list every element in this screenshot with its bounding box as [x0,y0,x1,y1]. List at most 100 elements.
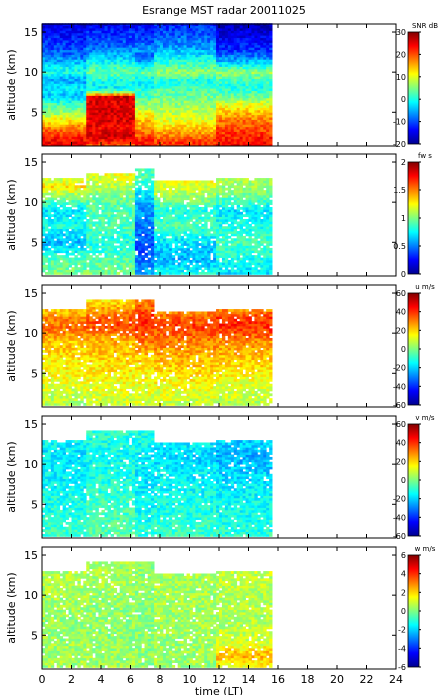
heatmap-cell [101,192,105,196]
heatmap-cell [147,76,152,79]
heatmap-cell [213,114,217,118]
heatmap-cell [233,23,238,27]
heatmap-cell [134,138,139,142]
heatmap-cell [42,44,46,48]
heatmap-cell [86,68,90,72]
heatmap-cell [134,131,139,135]
heatmap-cell [125,59,130,63]
heatmap-cell [138,61,142,65]
heatmap-cell [98,141,102,144]
heatmap-cell [62,49,66,53]
heatmap-cell [150,124,155,128]
heatmap-cell [213,47,217,51]
heatmap-cell [168,90,173,94]
heatmap-cell [62,216,66,220]
heatmap-cell [213,121,217,125]
heatmap-cell [269,129,273,132]
heatmap-cell [71,252,75,256]
heatmap-cell [104,190,108,193]
heatmap-cell [71,90,75,94]
heatmap-cell [224,56,229,60]
heatmap-cell [74,269,78,273]
heatmap-cell [227,141,232,144]
heatmap-cell [138,32,142,36]
heatmap-cell [128,124,133,128]
heatmap-cell [224,143,229,147]
heatmap-cell [62,133,66,137]
heatmap-cell [221,88,226,92]
heatmap-cell [113,88,118,92]
heatmap-cell [92,68,96,72]
heatmap-cell [174,138,179,142]
heatmap-cell [101,95,105,99]
heatmap-cell [104,66,108,70]
heatmap-cell [50,143,55,147]
heatmap-cell [50,49,55,53]
heatmap-cell [134,107,139,111]
heatmap-cell [71,121,75,125]
heatmap-cell [157,105,161,108]
heatmap-cell [219,40,223,43]
heatmap-cell [62,250,66,254]
heatmap-cell [213,44,217,48]
heatmap-cell [216,40,220,43]
heatmap-cell [42,209,46,213]
heatmap-cell [68,88,72,92]
heatmap-cell [160,126,164,130]
heatmap-cell [80,102,84,106]
heatmap-cell [68,178,72,181]
heatmap-cell [141,121,145,125]
heatmap-cell [95,233,99,237]
heatmap-cell [180,40,184,43]
heatmap-cell [162,141,167,144]
heatmap-cell [147,143,152,147]
heatmap-cell [68,121,72,125]
heatmap-cell [233,44,238,48]
heatmap-cell [68,49,72,53]
heatmap-cell [204,44,208,48]
heatmap-cell [89,85,93,89]
heatmap-cell [53,119,58,123]
heatmap-cell [242,88,246,92]
heatmap-cell [141,124,145,128]
heatmap-cell [174,80,179,84]
heatmap-cell [56,143,61,147]
heatmap-cell [150,23,155,27]
heatmap-cell [68,238,72,242]
heatmap-cell [101,269,105,273]
heatmap-cell [266,56,270,60]
heatmap-cell [257,93,261,96]
heatmap-cell [116,223,121,227]
heatmap-cell [89,221,93,225]
heatmap-cell [68,126,72,130]
heatmap-cell [165,49,170,53]
heatmap-cell [221,133,226,137]
heatmap-cell [204,119,208,123]
heatmap-cell [56,85,61,89]
heatmap-cell [122,247,127,251]
heatmap-cell [98,49,102,53]
heatmap-cell [47,100,52,104]
heatmap-cell [119,180,124,184]
heatmap-cell [119,85,124,89]
heatmap-cell [230,136,235,140]
heatmap-cell [266,76,270,79]
heatmap-cell [177,64,182,67]
heatmap-cell [107,259,111,263]
heatmap-cell [50,54,55,58]
heatmap-cell [86,228,90,232]
heatmap-cell [233,93,238,96]
heatmap-cell [245,107,249,111]
heatmap-cell [138,107,142,111]
heatmap-cell [195,83,199,87]
heatmap-cell [266,143,270,147]
heatmap-cell [47,228,52,232]
heatmap-cell [144,71,149,75]
heatmap-cell [62,219,66,222]
heatmap-cell [119,102,124,106]
heatmap-cell [86,129,90,132]
heatmap-cell [89,76,93,79]
heatmap-cell [104,40,108,43]
heatmap-cell [125,73,130,77]
heatmap-cell [62,267,66,270]
